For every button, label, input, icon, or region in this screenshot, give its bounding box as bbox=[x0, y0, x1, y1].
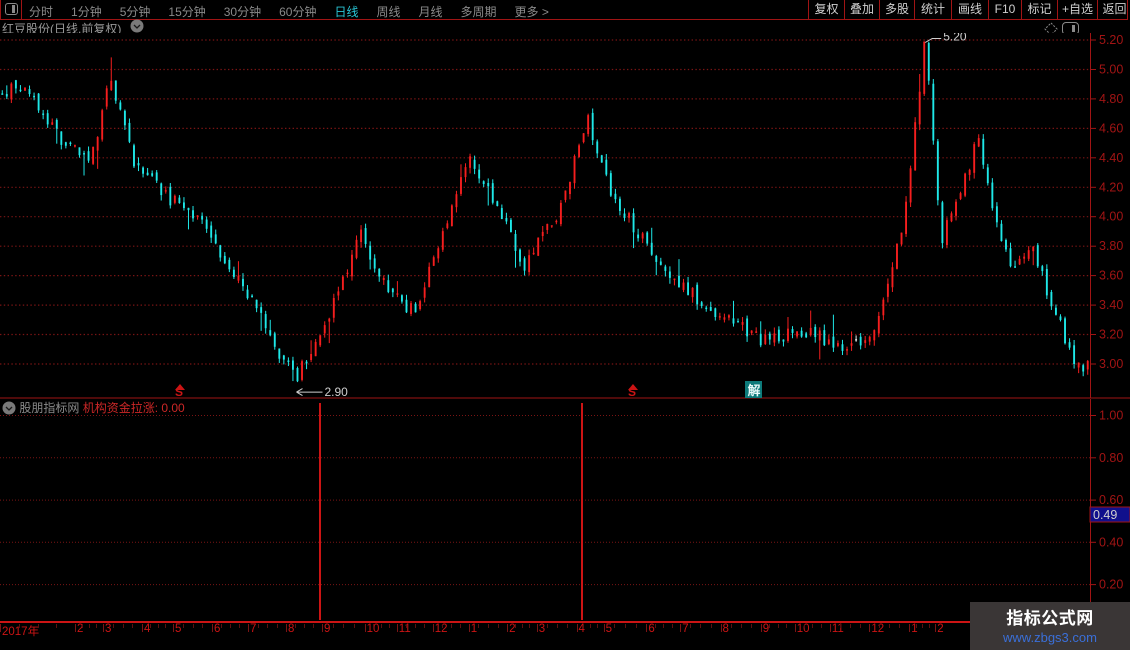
svg-text:S: S bbox=[628, 385, 636, 399]
svg-text:3.80: 3.80 bbox=[1099, 239, 1123, 253]
svg-text:4.60: 4.60 bbox=[1099, 121, 1123, 135]
svg-text:2.90: 2.90 bbox=[325, 385, 349, 399]
svg-text:3.00: 3.00 bbox=[1099, 357, 1123, 371]
svg-text:4.40: 4.40 bbox=[1099, 151, 1123, 165]
svg-text:4.20: 4.20 bbox=[1099, 180, 1123, 194]
svg-text:3.20: 3.20 bbox=[1099, 328, 1123, 342]
svg-text:4.00: 4.00 bbox=[1099, 210, 1123, 224]
svg-text:0.60: 0.60 bbox=[1099, 493, 1123, 507]
svg-text:0.20: 0.20 bbox=[1099, 578, 1123, 592]
svg-text:0.49: 0.49 bbox=[1093, 508, 1117, 522]
svg-text:0.80: 0.80 bbox=[1099, 451, 1123, 465]
svg-text:解: 解 bbox=[748, 383, 761, 398]
svg-text:3.60: 3.60 bbox=[1099, 269, 1123, 283]
svg-text:S: S bbox=[175, 385, 183, 399]
svg-text:5.00: 5.00 bbox=[1099, 63, 1123, 77]
svg-text:3.40: 3.40 bbox=[1099, 298, 1123, 312]
svg-text:1.00: 1.00 bbox=[1099, 409, 1123, 423]
svg-text:4.80: 4.80 bbox=[1099, 92, 1123, 106]
svg-text:5.20: 5.20 bbox=[943, 33, 967, 44]
svg-text:0.40: 0.40 bbox=[1099, 535, 1123, 549]
svg-text:5.20: 5.20 bbox=[1099, 33, 1123, 47]
